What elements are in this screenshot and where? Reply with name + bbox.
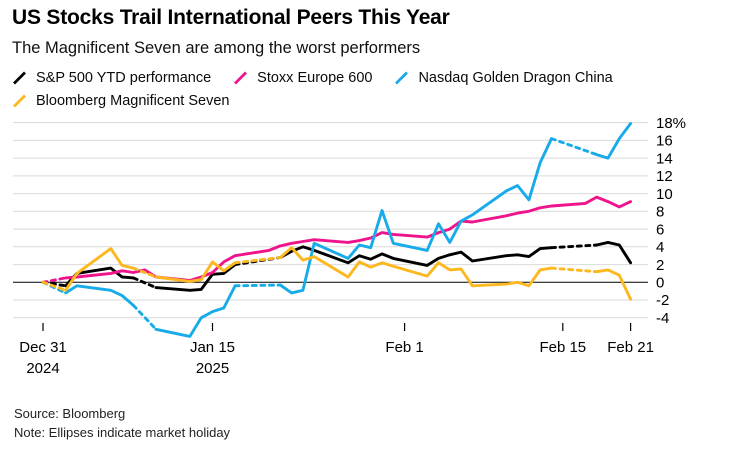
x-axis-label-year: 2025	[196, 360, 229, 377]
y-axis-label: 12	[656, 168, 673, 185]
series-line-stoxx600-holiday-dash	[41, 276, 68, 284]
legend: S&P 500 YTD performance Stoxx Europe 600 N…	[12, 67, 732, 112]
legend-slash-icon	[234, 71, 248, 85]
series-line-golden-dragon-holiday-dash	[550, 137, 599, 157]
x-axis-label: Feb 21	[607, 339, 654, 356]
series-line-sp500	[595, 240, 633, 265]
note-text: Note: Ellipses indicate market holiday	[14, 425, 231, 440]
y-axis-label: 10	[656, 186, 673, 203]
series-line-mag7-holiday-dash	[550, 266, 599, 274]
y-axis-label: 14	[656, 150, 673, 167]
series-line-sp500-holiday-dash	[550, 243, 599, 250]
x-axis-label: Jan 15	[190, 339, 235, 356]
source-text: Source: Bloomberg	[14, 406, 126, 421]
legend-item-mag7: Bloomberg Magnificent Seven	[12, 90, 229, 112]
series-line-sp500	[278, 245, 553, 267]
series-line-golden-dragon-holiday-dash	[233, 283, 282, 288]
chart-footer: Source: Bloomberg Note: Ellipses indicat…	[14, 404, 230, 442]
y-axis-label: 18%	[656, 115, 686, 132]
y-axis-label: 8	[656, 204, 664, 221]
y-axis-label: -4	[656, 310, 669, 327]
series-line-mag7	[278, 246, 553, 288]
legend-slash-icon	[13, 71, 26, 85]
y-axis-label: 4	[656, 239, 664, 256]
series-line-mag7	[154, 260, 237, 283]
series-line-mag7	[595, 268, 633, 301]
chart-area: 18% 16 14 12 10 8 6 4 2 0 -2 -4 Dec 31 2024 Jan 15 2025…	[0, 106, 738, 378]
x-axis-label: Dec 31	[19, 339, 67, 356]
x-axis-label: Feb 15	[539, 339, 586, 356]
y-axis-label: 6	[656, 221, 664, 238]
series-line-sp500	[154, 263, 237, 292]
legend-label: Nasdaq Golden Dragon China	[418, 70, 613, 86]
chart-header: US Stocks Trail International Peers This…	[12, 5, 732, 112]
series-line-golden-dragon	[154, 284, 237, 338]
x-axis-label-year: 2024	[26, 360, 59, 377]
legend-label: Stoxx Europe 600	[257, 70, 373, 86]
series-line-golden-dragon	[64, 284, 135, 307]
legend-item-stoxx600: Stoxx Europe 600	[233, 67, 372, 89]
series-line-sp500-holiday-dash	[131, 276, 158, 290]
chart-title: US Stocks Trail International Peers This…	[12, 6, 450, 29]
y-axis-label: 16	[656, 133, 673, 150]
series-line-mag7-holiday-dash	[41, 280, 68, 292]
series-line-golden-dragon	[595, 122, 633, 160]
series-line-golden-dragon	[278, 137, 553, 295]
x-axis-label: Feb 1	[385, 339, 423, 356]
series-line-golden-dragon-holiday-dash	[131, 303, 158, 331]
legend-item-golden-dragon: Nasdaq Golden Dragon China	[394, 67, 613, 89]
legend-label: S&P 500 YTD performance	[36, 70, 212, 86]
y-axis-label: -2	[656, 292, 669, 309]
legend-slash-icon	[395, 71, 409, 85]
legend-slash-icon	[13, 94, 26, 108]
y-axis-label: 2	[656, 257, 664, 274]
y-axis-label: 0	[656, 275, 664, 292]
series-line-mag7-holiday-dash	[233, 256, 282, 265]
legend-label: Bloomberg Magnificent Seven	[36, 93, 230, 109]
legend-item-sp500: S&P 500 YTD performance	[12, 67, 211, 89]
chart-subtitle: The Magnificent Seven are among the wors…	[12, 39, 421, 57]
series-line-mag7-holiday-dash	[131, 266, 158, 279]
series-line-mag7	[64, 247, 135, 292]
